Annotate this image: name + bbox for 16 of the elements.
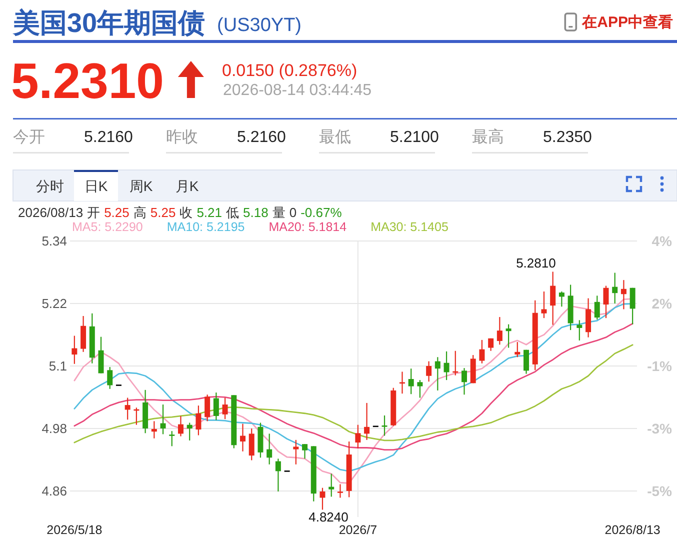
y-tick-label: 4.98 [42,420,67,436]
legend: MA5: 5.2290 MA10: 5.2195 MA20: 5.1814 MA30: 5.1405 [72,220,448,234]
line-series [74,322,634,451]
annotation: 5.2810 [516,256,556,271]
y-tick-label: 5.22 [42,296,67,311]
y-tick-label: 5.34 [42,234,67,248]
chart-title: 美国30年期国债 [12,8,206,38]
y-tick-label: 5.1 [48,358,67,374]
line-series [74,344,634,444]
x-tick-label: 2026/7 [338,523,378,537]
header: 美国30年期国债 (US30YT) 在APP中查看 5.2310 0.0150 (0.2876%) 2026-08-14 03:44:45 今开 5.2160 昨收 5.2160 最低 5.2100 最高 5.2350 分时 日K 周K 月K 2026/08/13 开 5.25 高 5.25 收 5.21 低 5.18 量 0 -0.67% [11,8,677,220]
x-tick-label: 2026/8/13 [604,523,660,537]
x-tick-label: 2026/5/18 [46,523,102,537]
chart-subtitle: (US30YT) [217,15,302,36]
y-tick-label: 4.86 [42,483,67,498]
annotation: 4.8240 [308,510,348,525]
